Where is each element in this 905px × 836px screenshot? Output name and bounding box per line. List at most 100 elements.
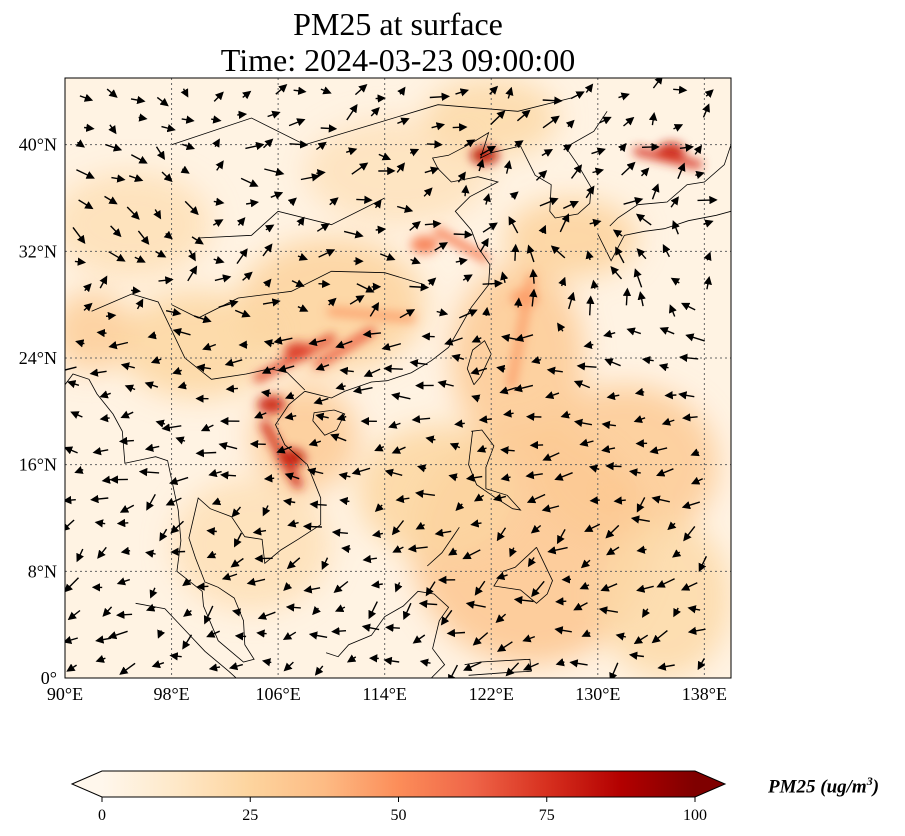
wind-arrow bbox=[687, 626, 706, 635]
wind-arrow bbox=[321, 557, 330, 571]
wind-arrow bbox=[256, 629, 267, 638]
wind-arrow bbox=[153, 209, 162, 220]
wind-arrow bbox=[459, 309, 478, 319]
wind-arrow bbox=[385, 623, 400, 632]
wind-arrow bbox=[196, 363, 211, 372]
wind-arrow bbox=[378, 152, 392, 161]
wind-arrow bbox=[673, 85, 688, 94]
wind-arrow bbox=[182, 577, 192, 587]
wind-arrow bbox=[224, 358, 243, 367]
wind-arrow bbox=[134, 255, 146, 263]
wind-arrow bbox=[228, 662, 243, 671]
wind-arrow bbox=[440, 609, 453, 626]
wind-arrow bbox=[76, 169, 95, 179]
wind-arrow bbox=[496, 572, 508, 581]
wind-arrow bbox=[573, 380, 591, 389]
wind-arrow bbox=[448, 664, 459, 678]
wind-arrow bbox=[704, 89, 714, 98]
wind-arrow bbox=[622, 287, 632, 306]
wind-arrow bbox=[652, 78, 663, 89]
wind-arrow bbox=[284, 412, 297, 421]
wind-arrow bbox=[570, 91, 585, 100]
colorbar-gradient bbox=[102, 771, 695, 797]
wind-arrow bbox=[584, 523, 601, 532]
wind-arrow bbox=[108, 124, 117, 135]
wind-arrow bbox=[333, 580, 349, 593]
wind-arrow bbox=[220, 471, 237, 480]
wind-arrow bbox=[579, 438, 594, 447]
wind-arrow bbox=[144, 381, 159, 390]
wind-arrow bbox=[453, 230, 473, 239]
wind-arrow bbox=[618, 142, 627, 153]
wind-arrow bbox=[633, 634, 649, 645]
wind-arrow bbox=[554, 472, 573, 481]
wind-arrow bbox=[482, 193, 491, 205]
wind-arrow bbox=[172, 328, 191, 337]
wind-arrow bbox=[195, 448, 217, 458]
wind-arrow bbox=[111, 174, 126, 183]
wind-arrow bbox=[489, 85, 499, 95]
wind-arrow bbox=[349, 295, 365, 305]
wind-arrow bbox=[514, 333, 534, 342]
wind-arrow bbox=[495, 613, 507, 624]
wind-arrow bbox=[615, 246, 625, 264]
wind-arrow bbox=[213, 91, 224, 102]
wind-arrow bbox=[496, 641, 513, 652]
wind-arrow bbox=[472, 632, 489, 646]
wind-arrow bbox=[262, 505, 271, 517]
wind-arrow bbox=[556, 529, 566, 545]
wind-arrow bbox=[67, 380, 80, 389]
wind-arrow bbox=[206, 527, 217, 536]
wind-arrow bbox=[664, 391, 677, 400]
wind-arrow bbox=[339, 366, 354, 376]
wind-arrow bbox=[581, 629, 591, 637]
wind-arrow bbox=[623, 116, 635, 127]
wind-arrow bbox=[648, 112, 658, 126]
lat-label: 40°N bbox=[19, 135, 57, 155]
wind-arrow bbox=[392, 545, 404, 553]
wind-arrow bbox=[476, 444, 487, 453]
wind-arrow bbox=[567, 291, 576, 310]
wind-arrow bbox=[284, 391, 295, 400]
wind-arrow bbox=[108, 251, 126, 262]
wind-arrow bbox=[463, 661, 482, 671]
wind-arrow bbox=[579, 581, 590, 590]
wind-arrow bbox=[426, 140, 443, 149]
wind-arrow bbox=[429, 92, 450, 101]
wind-arrow bbox=[418, 599, 438, 609]
wind-arrow bbox=[300, 173, 321, 182]
wind-arrow bbox=[191, 236, 204, 245]
wind-arrow bbox=[618, 92, 630, 101]
wind-arrow bbox=[657, 662, 675, 671]
wind-arrow bbox=[338, 471, 351, 481]
wind-arrow bbox=[680, 582, 698, 591]
wind-arrow bbox=[509, 547, 517, 558]
wind-arrow bbox=[471, 335, 482, 343]
hotspot bbox=[470, 146, 499, 165]
lon-label: 106°E bbox=[256, 684, 301, 704]
wind-arrow bbox=[391, 446, 406, 454]
wind-arrow bbox=[509, 191, 519, 201]
wind-arrow bbox=[508, 216, 519, 234]
wind-arrow bbox=[177, 381, 187, 390]
wind-arrow bbox=[331, 626, 347, 636]
wind-arrow bbox=[423, 187, 433, 197]
wind-arrow bbox=[642, 608, 651, 618]
hotspot bbox=[597, 482, 626, 501]
wind-arrow bbox=[184, 200, 199, 216]
wind-arrow bbox=[263, 339, 275, 348]
wind-arrow bbox=[369, 302, 380, 317]
wind-arrow bbox=[339, 496, 350, 506]
wind-arrow bbox=[104, 195, 118, 205]
wind-arrow bbox=[573, 602, 588, 611]
wind-vectors bbox=[65, 78, 718, 678]
wind-arrow bbox=[505, 86, 514, 99]
wind-arrow bbox=[180, 165, 190, 174]
wind-arrow bbox=[529, 268, 538, 284]
wind-arrow bbox=[478, 415, 492, 424]
wind-arrow bbox=[308, 338, 327, 347]
wind-arrow bbox=[560, 410, 571, 419]
wind-arrow bbox=[283, 661, 294, 672]
wind-arrow bbox=[501, 333, 517, 343]
